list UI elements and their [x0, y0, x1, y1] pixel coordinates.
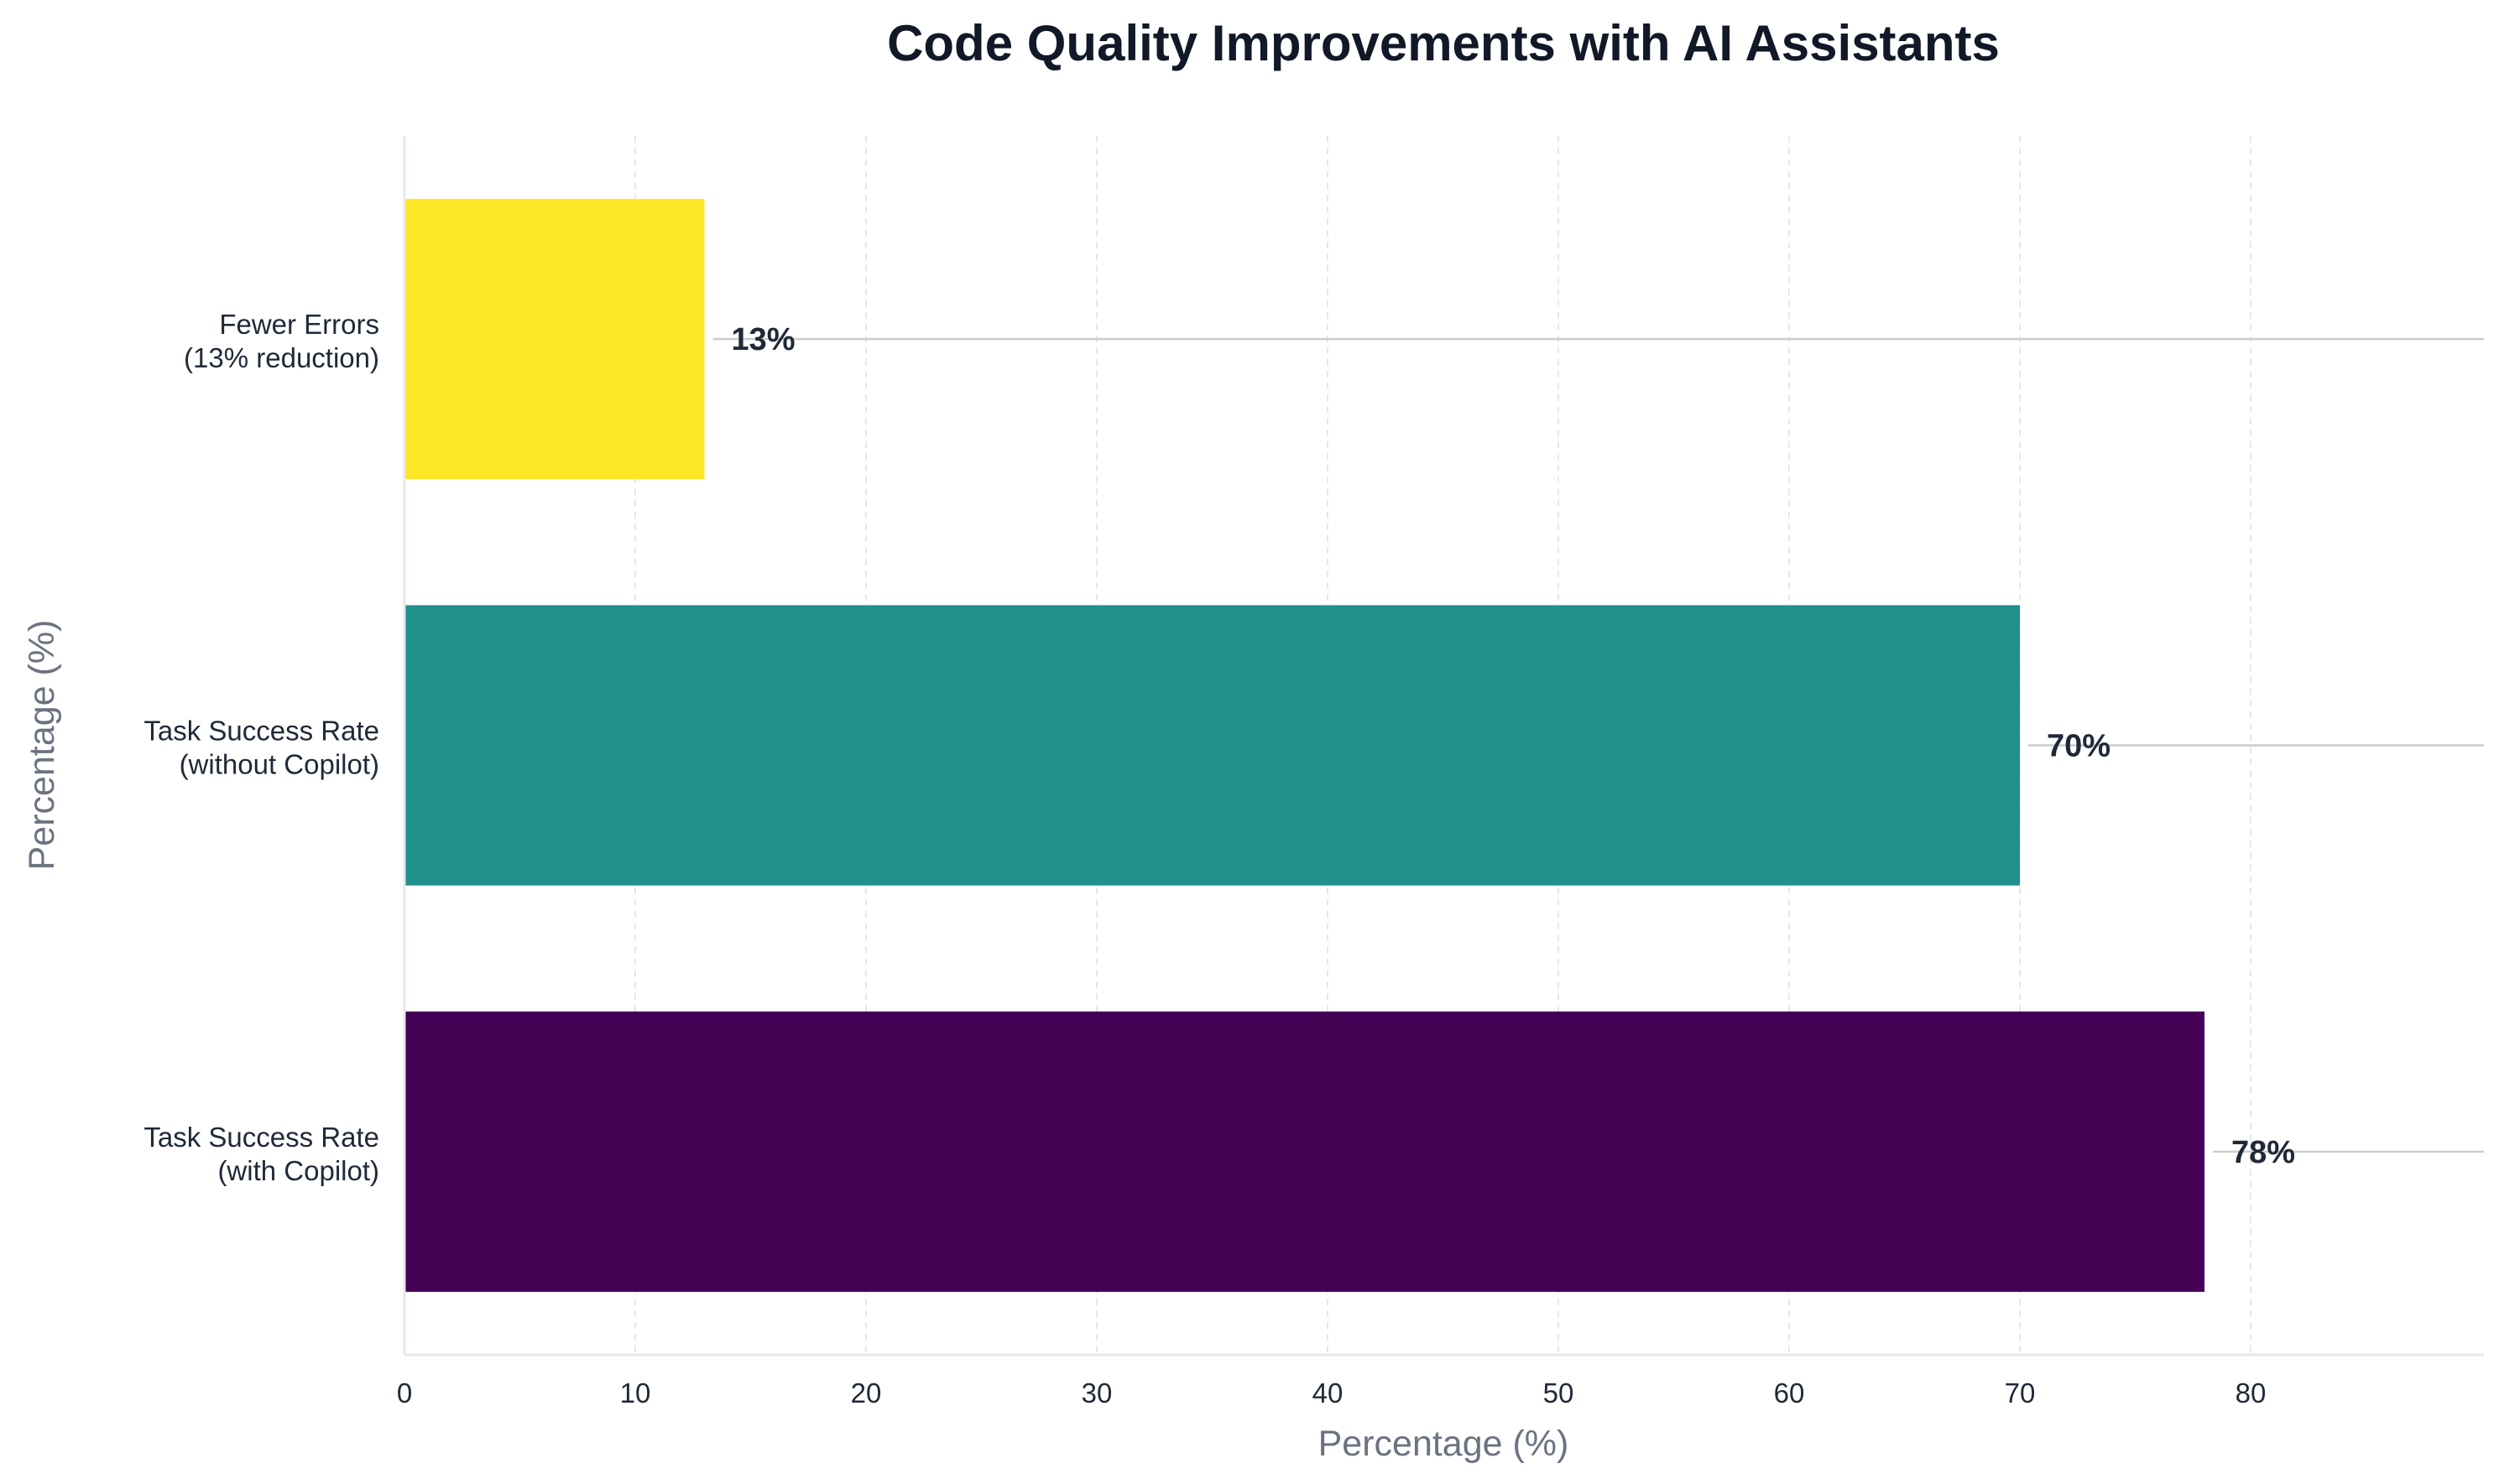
- bars: 78% 70% 13%: [404, 199, 2484, 1292]
- category-label: Task Success Rate (with Copilot): [143, 1122, 379, 1186]
- chart-title: Code Quality Improvements with AI Assist…: [887, 15, 2000, 71]
- x-tick-labels: 0 10 20 30 40 50 60 70 80: [397, 1377, 2267, 1408]
- data-label: 13%: [732, 322, 796, 357]
- x-tick-label: 50: [1543, 1377, 1574, 1408]
- category-label-line: (without Copilot): [180, 749, 379, 780]
- bar: [404, 199, 705, 480]
- x-tick-label: 80: [2236, 1377, 2267, 1408]
- category-label-line: Fewer Errors: [219, 309, 379, 340]
- category-label-line: Task Success Rate: [143, 1122, 379, 1153]
- x-tick-label: 30: [1082, 1377, 1113, 1408]
- x-tick-label: 0: [397, 1377, 412, 1408]
- category-label-line: Task Success Rate: [143, 716, 379, 747]
- category-label: Task Success Rate (without Copilot): [143, 716, 379, 780]
- x-tick-label: 10: [620, 1377, 651, 1408]
- category-label-line: (with Copilot): [217, 1155, 379, 1186]
- data-label: 78%: [2231, 1135, 2295, 1170]
- data-label: 70%: [2047, 729, 2111, 764]
- x-tick-label: 20: [851, 1377, 882, 1408]
- category-label-line: (13% reduction): [184, 342, 379, 373]
- category-label: Fewer Errors (13% reduction): [184, 309, 379, 373]
- x-tick-label: 60: [1774, 1377, 1805, 1408]
- bar: [404, 605, 2020, 886]
- x-tick-label: 40: [1312, 1377, 1344, 1408]
- category-labels: Task Success Rate (with Copilot)Task Succ…: [143, 309, 379, 1186]
- x-tick-label: 70: [2005, 1377, 2036, 1408]
- x-axis-label: Percentage (%): [1318, 1424, 1569, 1464]
- bar: [404, 1011, 2204, 1292]
- y-axis-label: Percentage (%): [22, 620, 62, 871]
